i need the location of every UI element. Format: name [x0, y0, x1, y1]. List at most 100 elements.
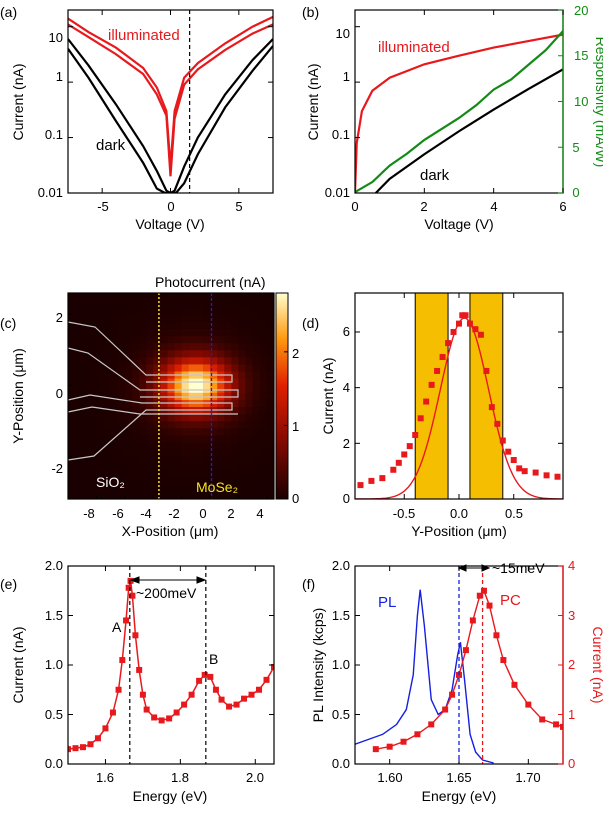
panel-c-heat-cell	[89, 406, 97, 415]
panel-c-ticks	[68, 313, 268, 499]
panel-c-heat-cell	[195, 307, 204, 315]
panel-c-heat-cell	[188, 491, 197, 499]
panel-c-heat-cell	[82, 399, 90, 408]
panel-c-heat-cell	[202, 413, 211, 422]
panel-c-heat-cell	[252, 378, 261, 386]
panel-e-annotation-a: A	[112, 619, 122, 635]
panel-a-annotation-illuminated: illuminated	[108, 27, 180, 44]
panel-c-heat-cell	[68, 477, 76, 486]
panel-c-region-sio2: SiO₂	[96, 474, 125, 490]
panel-c-heat-cell	[103, 470, 112, 479]
panel-a-ytick: 0.1	[45, 127, 63, 142]
panel-c-heat-cell	[181, 356, 190, 365]
panel-c-heat-cell	[224, 463, 232, 471]
panel-c-heat-cell	[103, 413, 112, 422]
panel-c-heat-cell	[245, 364, 254, 372]
panel-e-data-point	[151, 714, 158, 721]
panel-c-heat-cell	[96, 364, 104, 372]
panel-c-heat-cell	[89, 321, 97, 329]
panel-d-data-point	[462, 312, 469, 319]
panel-c-heat-cell	[217, 491, 225, 499]
panel-c-heat-cell	[266, 470, 274, 479]
panel-c-heat-cell	[217, 364, 225, 372]
panel-c-heat-cell	[160, 364, 168, 372]
panel-c-heat-cell	[139, 463, 147, 471]
panel-b-y2tick: 15	[574, 48, 588, 63]
panel-d-data-point	[428, 381, 435, 388]
panel-c-heat-cell	[167, 293, 175, 301]
panel-c-heat-cell	[153, 491, 161, 499]
panel-a-xlabel: Voltage (V)	[135, 216, 204, 232]
panel-c-heat-cell	[195, 435, 204, 443]
panel-c-heat-cell	[266, 328, 274, 337]
panel-c-heat-cell	[259, 378, 268, 386]
panel-f-ytick: 2.0	[332, 558, 350, 573]
panel-c-heat-cell	[202, 314, 211, 322]
panel-c-heat-cell	[124, 385, 133, 393]
panel-c-heat-cell	[82, 293, 90, 301]
panel-c-heat-cell	[238, 335, 246, 344]
panel-c-heat-cell	[210, 449, 218, 457]
panel-c-heat-cell	[124, 484, 133, 493]
panel-c-heat-cell	[131, 349, 140, 358]
panel-a-ytick: 1	[56, 69, 63, 84]
panel-c-heat-cell	[146, 385, 154, 393]
panel-c-heat-cell	[131, 449, 140, 457]
panel-c-heat-cell	[238, 293, 246, 301]
panel-e-data-point	[94, 735, 101, 742]
panel-c-heat-cell	[117, 349, 126, 358]
panel-e-xtick: 2.0	[246, 770, 264, 785]
panel-c-heat-cell	[124, 349, 133, 358]
panel-c-heat-cell	[259, 463, 268, 471]
panel-c-heat-cell	[202, 463, 211, 471]
panel-c-heat-cell	[131, 378, 140, 386]
panel-c-heat-cell	[103, 307, 112, 315]
panel-c-heat-cell	[160, 300, 168, 308]
panel-c-heat-cell	[75, 335, 83, 344]
panel-f-ytick: 1.0	[332, 657, 350, 672]
panel-c-heat-cell	[210, 491, 218, 499]
panel-c-heat-cell	[139, 427, 147, 436]
panel-c-heat-cell	[103, 435, 112, 443]
panel-c-heat-cell	[259, 342, 268, 351]
panel-c-heat-cell	[259, 427, 268, 436]
panel-c-heat-cell	[167, 413, 175, 422]
panel-c-heat-cell	[245, 378, 254, 386]
panel-c-heat-cell	[103, 314, 112, 322]
panel-c-ytick: 0	[56, 386, 63, 401]
panel-c-heat-cell	[217, 328, 225, 337]
panel-c-heat-cell	[210, 484, 218, 493]
panel-c-heat-cell	[103, 427, 112, 436]
panel-c-heat-cell	[110, 491, 119, 499]
panel-c-heat-cell	[210, 392, 218, 400]
panel-c-heat-cell	[103, 300, 112, 308]
panel-c-heat-cell	[224, 392, 232, 400]
panel-c-heat-cell	[110, 420, 119, 429]
panel-c-heat-cell	[231, 371, 239, 379]
panel-e-data-point	[158, 717, 165, 724]
panel-c-heat-cell	[68, 406, 76, 415]
panel-c-heat-cell	[89, 342, 97, 351]
panel-a-line-dark	[68, 38, 273, 193]
panel-c-heat-cell	[181, 321, 190, 329]
panel-c-heat-cell	[231, 406, 239, 415]
panel-c-heat-cell	[68, 328, 76, 337]
panel-c-heat-cell	[117, 456, 126, 464]
panel-c-heat-cell	[110, 314, 119, 322]
panel-c-heat-cell	[139, 314, 147, 322]
panel-c-heat-cell	[238, 449, 246, 457]
panel-c-heat-cell	[167, 300, 175, 308]
panel-c-heat-cell	[117, 449, 126, 457]
panel-d-data-point	[510, 457, 517, 464]
panel-c-heat-cell	[139, 378, 147, 386]
panel-c-heat-cell	[231, 364, 239, 372]
panel-e-data-point	[115, 686, 122, 693]
panel-c-heat-cell	[202, 392, 211, 400]
panel-c-heat-cell	[266, 349, 274, 358]
panel-c-heat-cell	[75, 293, 83, 301]
panel-f-xtick: 1.70	[515, 770, 540, 785]
panel-c-heat-cell	[167, 491, 175, 499]
panel-c-heat-cell	[210, 364, 218, 372]
panel-b-ylabel: Current (nA)	[305, 63, 321, 140]
panel-c-heat-cell	[231, 335, 239, 344]
